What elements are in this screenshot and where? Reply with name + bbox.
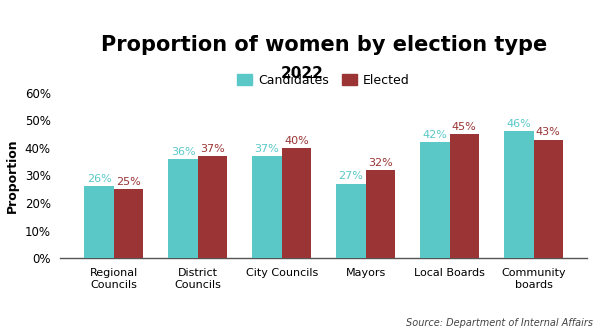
Text: 46%: 46% <box>506 119 531 129</box>
Title: Proportion of women by election type: Proportion of women by election type <box>100 35 547 55</box>
Text: 42%: 42% <box>422 130 447 140</box>
Text: 45%: 45% <box>452 122 477 132</box>
Bar <box>504 131 534 258</box>
Bar <box>534 140 563 258</box>
Text: 2022: 2022 <box>281 66 324 81</box>
Bar <box>365 170 395 258</box>
Text: 25%: 25% <box>116 177 141 187</box>
Bar <box>420 142 450 258</box>
Bar <box>450 134 479 258</box>
Text: 40%: 40% <box>284 136 309 146</box>
Text: 26%: 26% <box>87 174 111 184</box>
Bar <box>252 156 282 258</box>
Text: 37%: 37% <box>200 144 225 154</box>
Y-axis label: Proportion: Proportion <box>6 138 19 213</box>
Text: 27%: 27% <box>339 171 364 181</box>
Text: 37%: 37% <box>255 144 280 154</box>
Text: 32%: 32% <box>368 158 393 168</box>
Text: Source: Department of Internal Affairs: Source: Department of Internal Affairs <box>406 318 593 328</box>
Bar <box>198 156 227 258</box>
Text: 43%: 43% <box>536 127 561 137</box>
Text: 36%: 36% <box>171 147 195 157</box>
Bar <box>85 186 114 258</box>
Bar <box>114 189 143 258</box>
Bar <box>282 148 311 258</box>
Bar <box>336 184 365 258</box>
Legend: Candidates, Elected: Candidates, Elected <box>232 69 415 92</box>
Bar <box>168 159 198 258</box>
